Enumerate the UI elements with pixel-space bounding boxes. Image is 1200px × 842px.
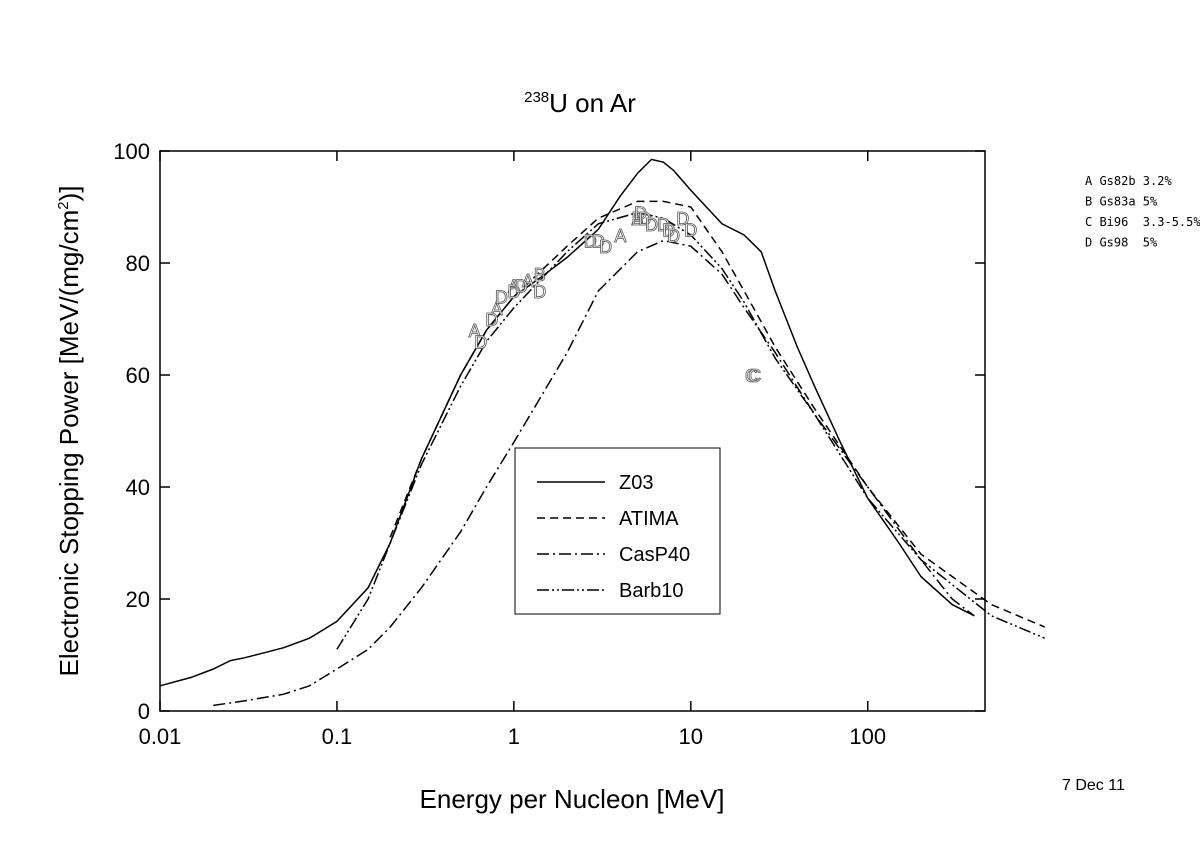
y-label-main: Electronic Stopping Power [MeV/(mg/cm	[54, 210, 84, 677]
series-line	[213, 239, 975, 707]
data-point: D	[592, 232, 605, 252]
data-point: B	[632, 209, 644, 229]
x-tick-label: 1	[508, 724, 520, 749]
data-point: D	[485, 310, 498, 330]
y-label-end: )]	[54, 186, 84, 202]
plot-frame	[159, 150, 986, 712]
data-point: D	[584, 232, 597, 252]
data-point: D	[507, 282, 520, 302]
x-tick-label: 10	[679, 724, 703, 749]
title-text: U on Ar	[549, 88, 636, 118]
legend-label: Barb10	[619, 580, 684, 602]
data-point: A	[522, 271, 534, 291]
data-point: D	[599, 237, 612, 257]
y-tick-label: 20	[126, 587, 150, 612]
y-tick-label: 60	[126, 363, 150, 388]
y-tick-label: 0	[138, 699, 150, 724]
data-point: D	[667, 226, 680, 246]
data-point: D	[684, 220, 697, 240]
data-point: D	[676, 209, 689, 229]
y-tick-label: 80	[126, 251, 150, 276]
y-tick-label: 40	[126, 475, 150, 500]
data-point: D	[634, 204, 647, 224]
data-point: A	[508, 276, 520, 296]
legend-label: CasP40	[619, 544, 690, 566]
x-tick-label: 0.01	[139, 724, 182, 749]
data-point: D	[515, 276, 528, 296]
note: C Bi96 3.3-5.5%	[1085, 215, 1200, 229]
legend-label: ATIMA	[619, 508, 679, 530]
date: 7 Dec 11	[1062, 777, 1125, 794]
data-point: C	[745, 366, 758, 386]
data-point: D	[645, 215, 658, 235]
data-point: D	[474, 332, 487, 352]
note: B Gs83a 5%	[1085, 195, 1158, 209]
data-point: A	[614, 226, 626, 246]
y-label-sup: 2	[55, 201, 72, 209]
y-tick-label: 100	[113, 139, 150, 164]
data-point: A	[469, 321, 481, 341]
series-line	[159, 158, 975, 687]
data-point: D	[638, 209, 651, 229]
data-point: A	[632, 209, 644, 229]
series-line	[336, 211, 1045, 650]
title-sup: 238	[524, 89, 549, 106]
legend-label: Z03	[619, 472, 653, 494]
note: D Gs98 5%	[1085, 236, 1158, 250]
data-point: D	[662, 220, 675, 240]
series-line	[389, 200, 1045, 628]
x-axis-label: Energy per Nucleon [MeV]	[420, 784, 725, 814]
data-point: C	[748, 366, 761, 386]
data-point: D	[657, 215, 670, 235]
data-point: B	[534, 265, 546, 285]
note: A Gs82b 3.2%	[1085, 174, 1172, 188]
data-point: D	[533, 282, 546, 302]
x-tick-label: 100	[849, 724, 886, 749]
data-point: A	[491, 299, 503, 319]
chart-title: 238U on Ar	[524, 88, 636, 118]
x-tick-label: 0.1	[322, 724, 353, 749]
data-point: D	[495, 288, 508, 308]
legend-box	[514, 447, 721, 615]
y-axis-label: Electronic Stopping Power [MeV/(mg/cm2)]	[54, 186, 84, 677]
